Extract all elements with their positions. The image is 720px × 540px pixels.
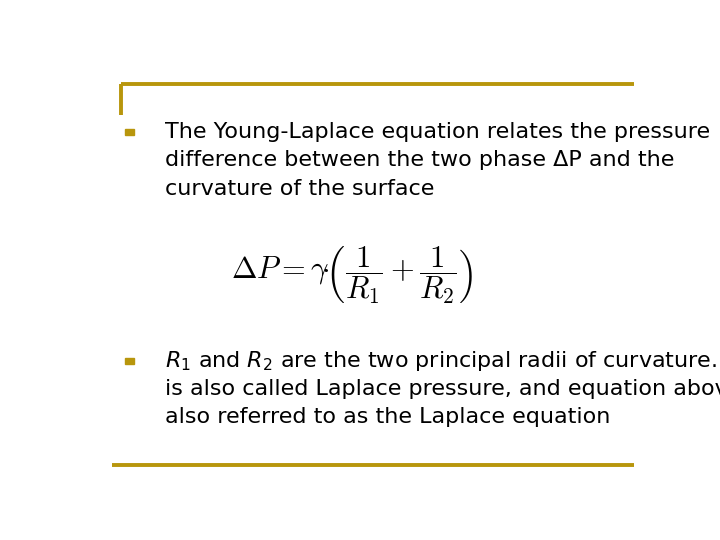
Bar [125,129,133,136]
Text: is also called Laplace pressure, and equation above: is also called Laplace pressure, and equ… [166,379,720,399]
Text: curvature of the surface: curvature of the surface [166,179,435,199]
Text: also referred to as the Laplace equation: also referred to as the Laplace equation [166,407,611,427]
Text: $\Delta P = \gamma\!{\cdot}\!\left(\dfrac{1}{R_1} + \dfrac{1}{R_2}\right)$: $\Delta P = \gamma\!{\cdot}\!\left(\dfra… [231,244,474,306]
Text: $R_1$ and $R_2$ are the two principal radii of curvature. ΔP: $R_1$ and $R_2$ are the two principal ra… [166,349,720,373]
Bar [125,357,133,364]
Text: difference between the two phase ΔP and the: difference between the two phase ΔP and … [166,151,675,171]
Text: The Young-Laplace equation relates the pressure: The Young-Laplace equation relates the p… [166,122,711,142]
